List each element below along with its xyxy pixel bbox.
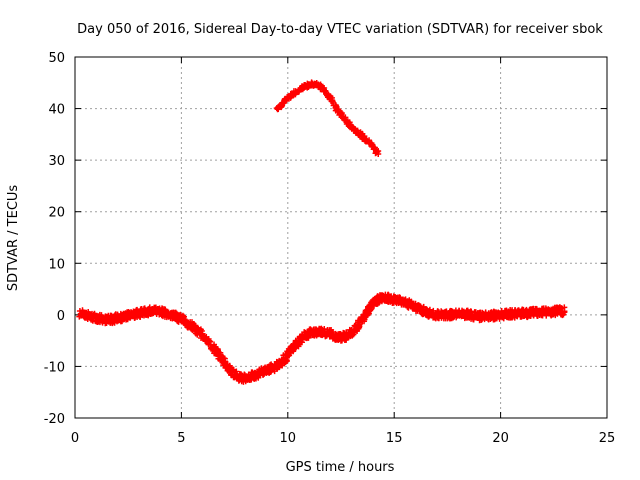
y-tick-label: -20 (44, 412, 65, 427)
series-upper-track (273, 79, 382, 157)
y-tick-label: 20 (48, 206, 65, 221)
y-tick-label: -10 (44, 360, 65, 375)
data-point (206, 338, 213, 345)
x-axis-label: GPS time / hours (286, 460, 395, 475)
y-tick-label: 50 (48, 51, 65, 66)
y-axis-label: SDTVAR / TECUs (6, 185, 21, 292)
y-tick-label: 0 (57, 309, 65, 324)
x-tick-label: 5 (177, 431, 185, 446)
y-tick-label: 30 (48, 154, 65, 169)
data-point (230, 366, 237, 373)
data-point (321, 326, 328, 333)
series-main-track (76, 291, 568, 385)
axis-ticks: 0 5 10 15 20 25 -20 -10 0 10 20 30 40 50 (44, 51, 616, 446)
plot-frame (74, 56, 608, 419)
data-point (233, 368, 240, 375)
chart-title: Day 050 of 2016, Sidereal Day-to-day VTE… (77, 22, 603, 37)
data-point (365, 310, 372, 317)
data-point (561, 308, 568, 315)
x-tick-label: 0 (71, 431, 79, 446)
x-tick-label: 15 (386, 431, 403, 446)
data-point (375, 150, 382, 157)
x-tick-label: 20 (492, 431, 509, 446)
data-points (76, 79, 568, 385)
y-tick-label: 10 (48, 257, 65, 272)
x-tick-label: 25 (599, 431, 616, 446)
x-tick-label: 10 (280, 431, 297, 446)
data-point (217, 352, 224, 359)
y-tick-label: 40 (48, 103, 65, 118)
data-point (283, 356, 290, 363)
